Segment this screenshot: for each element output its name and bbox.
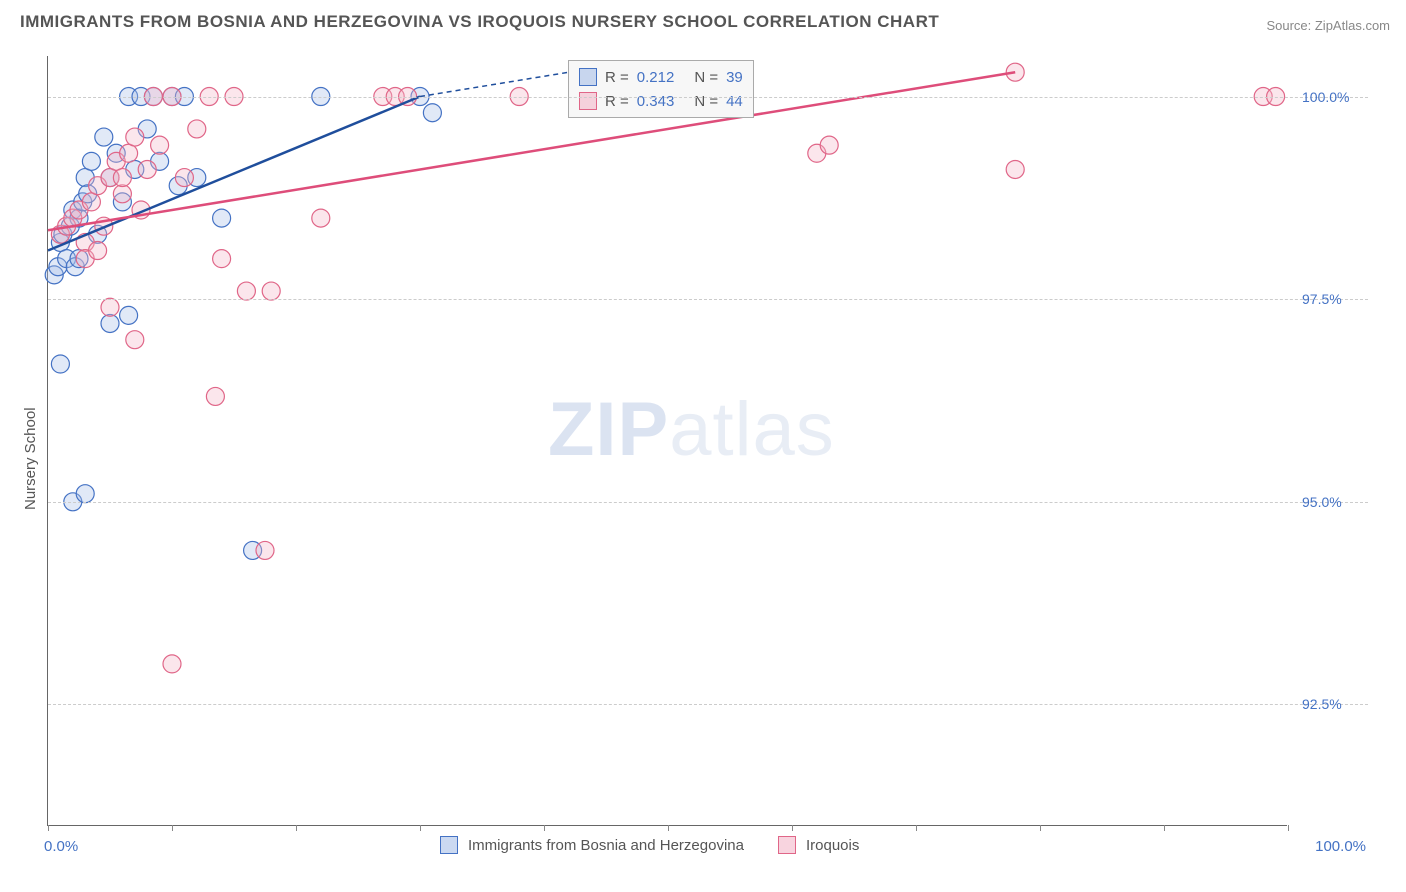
x-tick-mark	[1040, 825, 1041, 831]
legend-swatch	[778, 836, 796, 854]
legend-row-bosnia: R = 0.212 N = 39	[579, 65, 743, 89]
x-tick-mark	[296, 825, 297, 831]
data-point-iroquois	[820, 136, 838, 154]
data-point-iroquois	[101, 298, 119, 316]
data-point-iroquois	[89, 242, 107, 260]
x-tick-mark	[420, 825, 421, 831]
plot-area: ZIPatlas R = 0.212N = 39R = 0.343N = 44 …	[47, 56, 1287, 826]
r-label: R =	[605, 93, 629, 110]
legend-row-iroquois: R = 0.343 N = 44	[579, 89, 743, 113]
x-tick-mark	[916, 825, 917, 831]
x-tick-mark	[544, 825, 545, 831]
r-value: 0.212	[637, 69, 675, 86]
plot-svg	[48, 56, 1368, 826]
data-point-bosnia	[82, 152, 100, 170]
legend-swatch	[440, 836, 458, 854]
y-axis-label: Nursery School	[22, 407, 39, 510]
data-point-bosnia	[76, 485, 94, 503]
x-axis-min-label: 0.0%	[44, 838, 78, 855]
data-point-bosnia	[101, 314, 119, 332]
gridline	[48, 97, 1368, 98]
data-point-iroquois	[237, 282, 255, 300]
x-axis-max-label: 100.0%	[1315, 838, 1366, 855]
data-point-bosnia	[51, 355, 69, 373]
data-point-iroquois	[262, 282, 280, 300]
n-value: 44	[726, 93, 743, 110]
data-point-iroquois	[113, 169, 131, 187]
x-tick-mark	[48, 825, 49, 831]
x-tick-mark	[668, 825, 669, 831]
data-point-iroquois	[126, 128, 144, 146]
gridline	[48, 502, 1368, 503]
data-point-iroquois	[151, 136, 169, 154]
legend-label-iroquois: Iroquois	[806, 837, 859, 854]
legend-swatch	[579, 68, 597, 86]
x-tick-mark	[1164, 825, 1165, 831]
data-point-iroquois	[1006, 160, 1024, 178]
x-tick-mark	[172, 825, 173, 831]
data-point-iroquois	[82, 193, 100, 211]
x-tick-mark	[1288, 825, 1289, 831]
data-point-bosnia	[423, 104, 441, 122]
chart-title: IMMIGRANTS FROM BOSNIA AND HERZEGOVINA V…	[20, 12, 939, 32]
r-value: 0.343	[637, 93, 675, 110]
data-point-iroquois	[312, 209, 330, 227]
data-point-iroquois	[188, 120, 206, 138]
gridline	[48, 704, 1368, 705]
data-point-iroquois	[120, 144, 138, 162]
data-point-iroquois	[206, 387, 224, 405]
data-point-bosnia	[120, 306, 138, 324]
legend-label-bosnia: Immigrants from Bosnia and Herzegovina	[468, 837, 744, 854]
legend-swatch	[579, 92, 597, 110]
n-label: N =	[694, 93, 718, 110]
data-point-bosnia	[95, 128, 113, 146]
data-point-iroquois	[256, 541, 274, 559]
data-point-bosnia	[213, 209, 231, 227]
data-point-iroquois	[175, 169, 193, 187]
data-point-iroquois	[163, 655, 181, 673]
data-point-iroquois	[213, 250, 231, 268]
source-attribution: Source: ZipAtlas.com	[1266, 18, 1390, 33]
n-value: 39	[726, 69, 743, 86]
data-point-iroquois	[113, 185, 131, 203]
n-label: N =	[694, 69, 718, 86]
x-tick-mark	[792, 825, 793, 831]
r-label: R =	[605, 69, 629, 86]
chart-container: IMMIGRANTS FROM BOSNIA AND HERZEGOVINA V…	[0, 0, 1406, 892]
series-legend: Immigrants from Bosnia and Herzegovina Ir…	[440, 836, 883, 854]
y-tick-label: 95.0%	[1302, 494, 1342, 510]
y-tick-label: 97.5%	[1302, 291, 1342, 307]
y-tick-label: 100.0%	[1302, 89, 1349, 105]
trend-line-dash-bosnia	[420, 72, 569, 96]
y-tick-label: 92.5%	[1302, 696, 1342, 712]
correlation-legend: R = 0.212 N = 39 R = 0.343 N = 44	[568, 60, 754, 118]
data-point-iroquois	[126, 331, 144, 349]
data-point-iroquois	[138, 160, 156, 178]
gridline	[48, 299, 1368, 300]
